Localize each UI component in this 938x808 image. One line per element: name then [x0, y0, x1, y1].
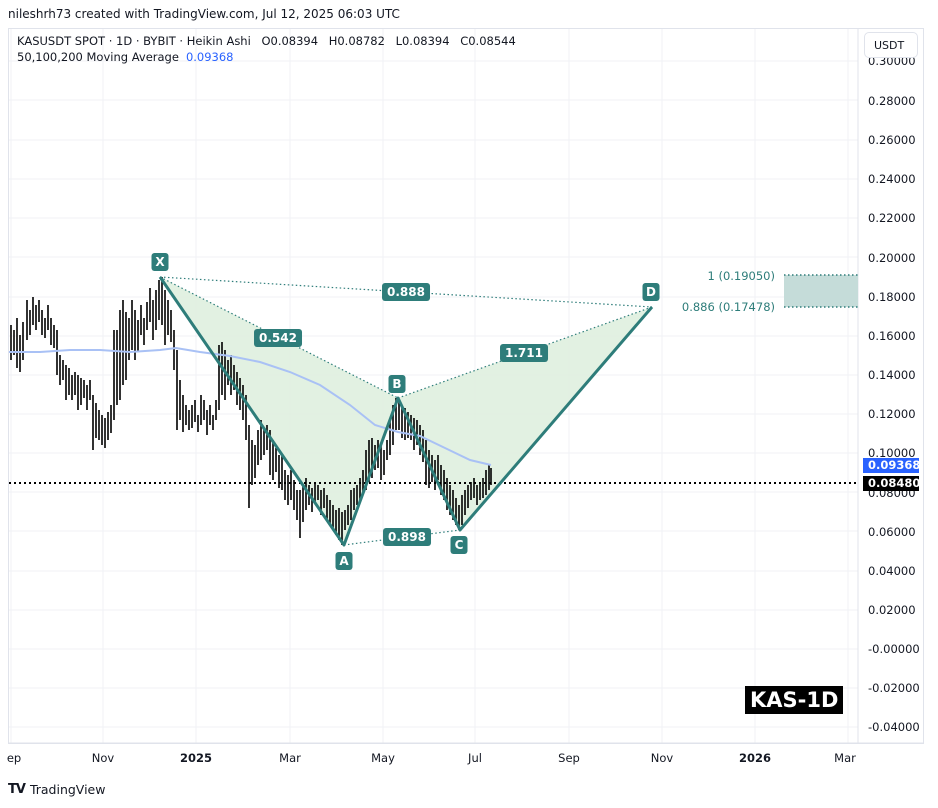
ohlc-close: C0.08544	[460, 34, 516, 48]
current-price-tag: 0.08480	[863, 476, 920, 491]
tradingview-logo-icon: TV	[8, 782, 26, 797]
ohlc-high: H0.08782	[328, 34, 385, 48]
price-tick: 0.06000	[868, 525, 916, 539]
time-tick: 2026	[738, 751, 772, 765]
time-tick: Mar	[834, 751, 856, 765]
time-tick: Nov	[650, 751, 674, 765]
currency-button[interactable]: USDT	[864, 32, 918, 58]
indicator-name[interactable]: 50,100,200 Moving Average	[17, 50, 179, 64]
fib-target-zone	[784, 275, 858, 307]
brand-name: TradingView	[29, 782, 106, 797]
xab-fill	[160, 277, 398, 545]
ratio-xb-label[interactable]: 0.542	[254, 329, 302, 347]
time-tick: May	[371, 751, 395, 765]
time-tick: Nov	[91, 751, 115, 765]
indicator-row[interactable]: 50,100,200 Moving Average 0.09368	[17, 49, 516, 65]
point-c-label[interactable]: C	[450, 536, 468, 554]
price-tick: 0.04000	[868, 564, 916, 578]
ratio-ac-label[interactable]: 0.898	[383, 528, 431, 546]
time-tick: Mar	[279, 751, 301, 765]
ma-price-tag: 0.09368	[863, 458, 920, 473]
point-a-label[interactable]: A	[335, 552, 353, 570]
symbol-info[interactable]: KASUSDT SPOT · 1D · BYBIT · Heikin Ashi	[17, 34, 251, 48]
price-tick: 0.12000	[868, 407, 916, 421]
price-tick: 0.18000	[868, 290, 916, 304]
time-tick: ep	[6, 751, 22, 765]
chart-credit: nileshrh73 created with TradingView.com,…	[8, 7, 400, 21]
price-tick: 0.28000	[868, 94, 916, 108]
symbol-row[interactable]: KASUSDT SPOT · 1D · BYBIT · Heikin Ashi …	[17, 33, 516, 49]
fib-level-1-label: 1 (0.19050)	[707, 269, 775, 283]
fib-level-0886-label: 0.886 (0.17478)	[681, 300, 775, 314]
bd-dotted-line	[397, 306, 653, 399]
indicator-value: 0.09368	[185, 50, 234, 64]
ohlc-open: O0.08394	[261, 34, 319, 48]
time-tick: 2025	[179, 751, 213, 765]
price-tick: 0.02000	[868, 603, 916, 617]
price-tick: -0.00000	[868, 642, 920, 656]
ratio-xd-label[interactable]: 0.888	[382, 283, 430, 301]
time-tick: Sep	[558, 751, 580, 765]
bcd-fill	[398, 307, 652, 530]
moving-average-line	[9, 346, 492, 466]
symbol-watermark: KAS-1D	[745, 686, 844, 714]
ac-dotted-line	[343, 529, 461, 546]
ratio-bd-label[interactable]: 1.711	[500, 344, 548, 362]
price-tick: 0.24000	[868, 172, 916, 186]
price-tick: 0.20000	[868, 251, 916, 265]
price-tick: 0.16000	[868, 329, 916, 343]
time-tick: Jul	[468, 751, 482, 765]
point-b-label[interactable]: B	[388, 375, 406, 393]
price-tick: -0.04000	[868, 720, 920, 734]
chart-legend: KASUSDT SPOT · 1D · BYBIT · Heikin Ashi …	[17, 33, 516, 65]
price-tick: 0.10000	[868, 446, 916, 460]
candles	[10, 277, 492, 545]
footer: TV TradingView	[8, 782, 105, 797]
price-tick: 0.14000	[868, 368, 916, 382]
price-tick: 0.22000	[868, 211, 916, 225]
ohlc-low: L0.08394	[395, 34, 450, 48]
price-tick: -0.02000	[868, 681, 920, 695]
point-x-label[interactable]: X	[151, 253, 169, 271]
xabcd-pattern-line	[158, 276, 654, 547]
point-d-label[interactable]: D	[642, 283, 660, 301]
price-tick: 0.26000	[868, 133, 916, 147]
